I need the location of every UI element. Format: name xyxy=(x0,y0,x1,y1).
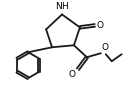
Text: H: H xyxy=(62,2,68,11)
Text: O: O xyxy=(102,43,109,52)
Text: O: O xyxy=(97,21,104,30)
Text: N: N xyxy=(55,2,61,11)
Text: O: O xyxy=(69,70,76,79)
